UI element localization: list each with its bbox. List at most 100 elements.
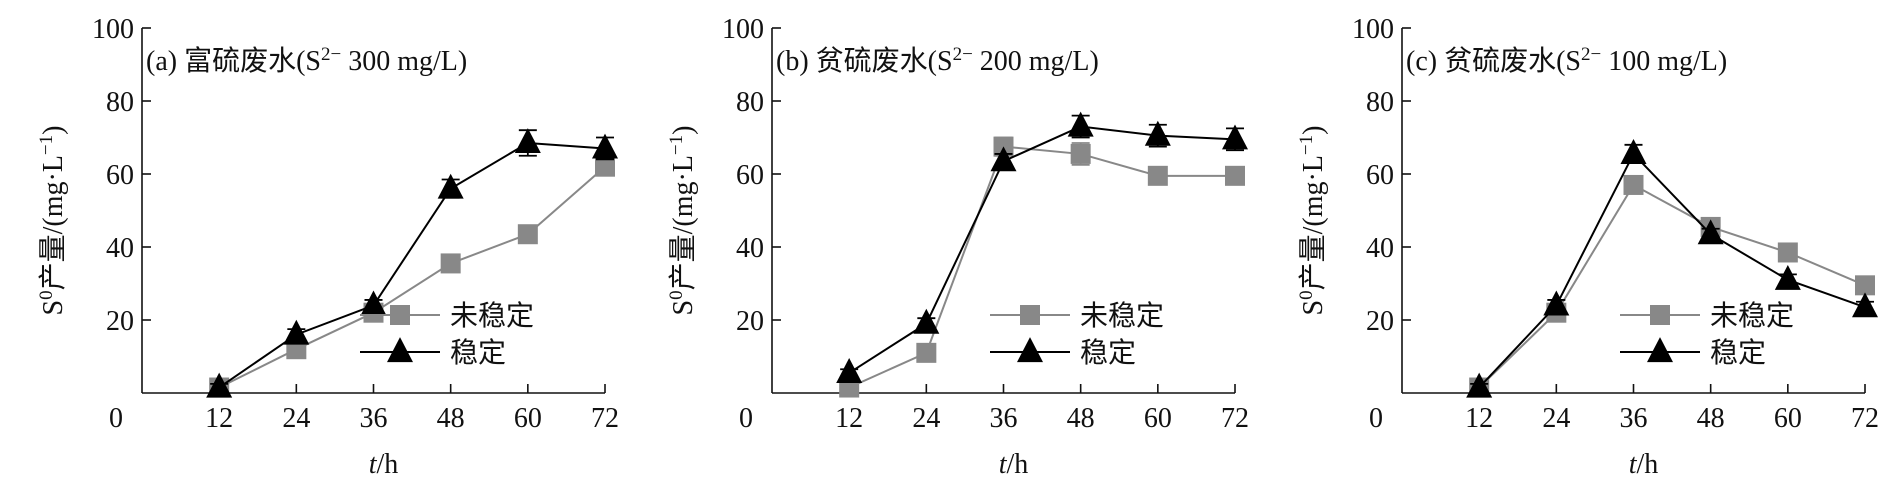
data-point	[913, 308, 940, 334]
x-axis-label-var: t	[999, 449, 1008, 480]
x-tick-label: 60	[1774, 403, 1802, 434]
series-line	[218, 165, 606, 389]
data-point	[1777, 242, 1798, 263]
legend-item: 稳定	[360, 337, 506, 369]
data-point	[1466, 372, 1493, 398]
legend-marker	[1017, 337, 1043, 363]
data-point	[916, 342, 937, 363]
data-point	[1067, 111, 1094, 137]
chart-title: (b) 贫硫废水(S2− 200 mg/L)	[776, 44, 1099, 77]
data-point	[1852, 292, 1878, 318]
chart-title: (a) 富硫废水(S2− 300 mg/L)	[146, 44, 467, 77]
y-axis-label: S0产量/(mg·L−1)	[36, 126, 69, 316]
legend-item: 稳定	[1620, 337, 1766, 369]
x-axis-label: t/h	[999, 449, 1029, 480]
y-tick-label: 20	[736, 306, 764, 337]
x-tick-label: 36	[990, 403, 1018, 434]
y-axis-label-main: S	[38, 300, 69, 316]
y-axis-label-body: 产量/(mg·L	[1297, 155, 1329, 290]
chart-title-main: 贫硫废水(S	[816, 45, 953, 77]
x-tick-label: 12	[205, 403, 233, 434]
x-tick-label: 0	[1369, 403, 1383, 434]
data-point	[517, 224, 538, 245]
data-point	[283, 319, 310, 345]
chart-title-sup: 2−	[1581, 44, 1601, 65]
y-tick-label: 60	[736, 160, 764, 191]
series-line	[1478, 152, 1866, 389]
x-tick-label: 24	[1542, 403, 1570, 434]
x-tick-label: 48	[437, 403, 465, 434]
data-point	[1697, 219, 1724, 245]
data-point	[1774, 264, 1801, 290]
data-point	[836, 358, 863, 384]
x-tick-label: 72	[1851, 403, 1879, 434]
data-point	[206, 372, 233, 398]
chart-title-sup: 2−	[321, 44, 341, 65]
series-stable	[836, 111, 1248, 384]
data-point	[1144, 120, 1171, 146]
chart-title-prefix: (b)	[776, 46, 816, 77]
y-tick-label: 40	[736, 233, 764, 264]
y-tick-label: 100	[1352, 14, 1394, 45]
legend-label: 未稳定	[450, 300, 534, 332]
y-axis-label-close: )	[38, 126, 69, 135]
y-tick-label: 20	[106, 306, 134, 337]
legend-item: 未稳定	[360, 300, 534, 332]
y-tick-label: 80	[736, 87, 764, 118]
legend-marker	[1647, 337, 1673, 363]
y-axis-label-close: )	[1298, 126, 1329, 135]
legend-marker	[1020, 305, 1040, 325]
y-tick-label: 100	[722, 14, 764, 45]
data-point	[1620, 139, 1647, 165]
y-axis-label-body: 产量/(mg·L	[667, 155, 699, 290]
y-axis-label-sup2: −1	[36, 135, 57, 155]
x-tick-label: 72	[1221, 403, 1249, 434]
series-stable	[206, 128, 618, 398]
x-tick-label: 60	[1144, 403, 1172, 434]
data-point	[1543, 290, 1570, 316]
legend-label: 未稳定	[1710, 300, 1794, 332]
x-tick-label: 24	[282, 403, 310, 434]
x-axis-label-var: t	[1629, 449, 1638, 480]
chart-title-prefix: (a)	[146, 46, 184, 77]
legend-label: 稳定	[1710, 337, 1766, 369]
series-line	[1478, 183, 1866, 389]
data-point	[1147, 165, 1168, 186]
data-point	[1070, 143, 1091, 164]
x-tick-label: 12	[1465, 403, 1493, 434]
legend-label: 稳定	[1080, 337, 1136, 369]
x-axis-label: t/h	[369, 449, 399, 480]
chart-title-conc: 300 mg/L)	[341, 46, 467, 77]
x-axis-label: t/h	[1629, 449, 1659, 480]
y-tick-label: 40	[1366, 233, 1394, 264]
x-tick-label: 36	[360, 403, 388, 434]
data-point	[1623, 174, 1644, 195]
data-point	[440, 253, 461, 274]
x-tick-label: 48	[1697, 403, 1725, 434]
x-axis-label-var: t	[369, 449, 378, 480]
legend-item: 稳定	[990, 337, 1136, 369]
legend-marker	[1650, 305, 1670, 325]
y-axis-label-sup: 0	[36, 290, 57, 300]
chart-title-sup: 2−	[953, 44, 973, 65]
y-axis-label: S0产量/(mg·L−1)	[1296, 126, 1329, 316]
x-tick-label: 0	[739, 403, 753, 434]
x-tick-label: 48	[1067, 403, 1095, 434]
y-axis-label-close: )	[668, 126, 699, 135]
y-axis-label-sup2: −1	[1296, 135, 1317, 155]
y-tick-label: 100	[92, 14, 134, 45]
legend-label: 稳定	[450, 337, 506, 369]
y-tick-label: 20	[1366, 306, 1394, 337]
data-point	[1222, 124, 1248, 150]
y-axis-label-sup: 0	[1296, 290, 1317, 300]
x-tick-label: 72	[591, 403, 619, 434]
y-axis-label-main: S	[668, 300, 699, 316]
legend-item: 未稳定	[1620, 300, 1794, 332]
y-axis-label: S0产量/(mg·L−1)	[666, 126, 699, 316]
